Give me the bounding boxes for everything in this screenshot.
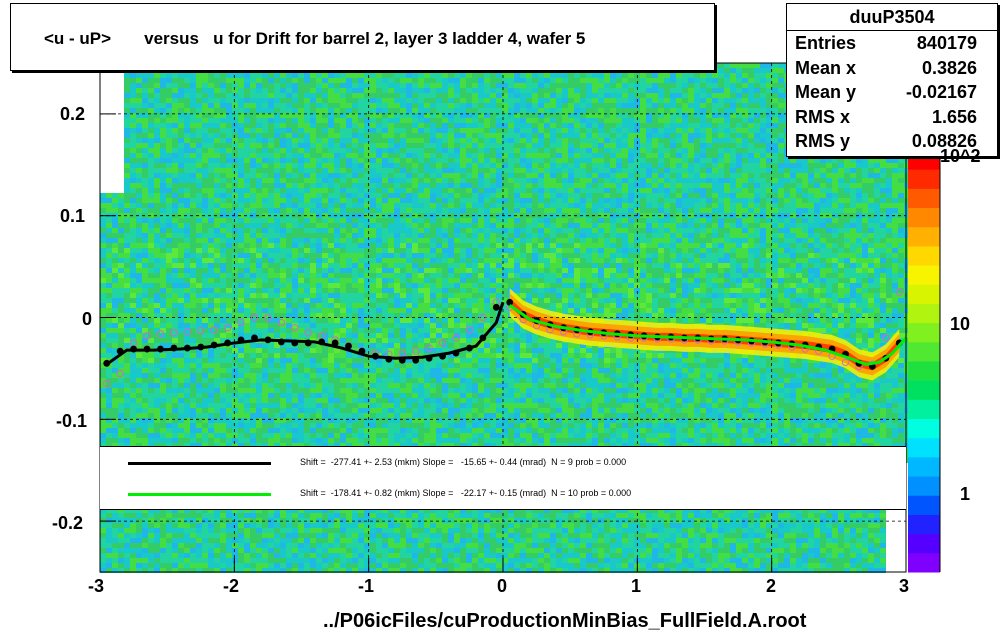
colorbar-segment: [908, 303, 940, 324]
colorbar-tick-label: 1: [960, 484, 971, 504]
y-tick-label: 0.2: [60, 104, 86, 124]
fit-legend-line-black: [128, 462, 271, 465]
open-marker: [116, 369, 124, 378]
open-marker: [438, 339, 447, 347]
stats-name: duuP3504: [787, 4, 997, 31]
colorbar-segment: [908, 514, 940, 535]
open-marker: [841, 358, 850, 366]
fit-line-green: [508, 304, 908, 366]
open-marker: [210, 326, 218, 334]
colorbar-segment: [908, 456, 940, 477]
open-marker: [237, 318, 245, 327]
stats-label: RMS x: [795, 106, 851, 127]
x-tick-label: 3: [899, 576, 910, 596]
fit-line-black: [105, 301, 505, 366]
stats-row-rms-x: RMS x 1.656: [787, 105, 997, 130]
x-tick-label: -1: [358, 576, 375, 596]
colorbar-segment: [908, 207, 940, 228]
y-tick-label: -0.2: [52, 513, 84, 533]
colorbar-segment: [908, 437, 940, 458]
open-marker: [143, 332, 151, 340]
fit-legend: Shift = -277.41 +- 2.53 (mkm) Slope = -1…: [100, 446, 906, 510]
open-marker: [398, 349, 406, 357]
colorbar-segment: [908, 226, 940, 247]
colorbar-segment: [908, 341, 940, 362]
colorbar-segment: [908, 552, 940, 573]
stats-value: 0.08826: [911, 131, 977, 152]
stats-label: RMS y: [795, 131, 851, 152]
stats-label: Mean x: [795, 57, 857, 78]
stats-value: 1.656: [931, 106, 977, 127]
y-tick-label: 0.1: [60, 206, 86, 226]
open-marker: [170, 329, 178, 337]
profile-marker: [506, 298, 514, 306]
stats-label: Mean y: [795, 82, 857, 103]
title-box: <u - uP> versus u for Drift for barrel 2…: [10, 3, 715, 71]
colorbar-segment: [908, 418, 940, 439]
open-marker: [277, 318, 286, 327]
colorbar-segment: [908, 265, 940, 285]
colorbar-segment: [908, 476, 940, 496]
profile-marker: [345, 342, 352, 350]
colorbar-segment: [908, 245, 940, 266]
colorbar-tick-label: 10: [950, 314, 971, 334]
stats-row-mean-x: Mean x 0.3826: [787, 56, 997, 81]
open-marker: [425, 344, 433, 352]
colorbar-segment: [908, 322, 940, 343]
colorbar-segment: [908, 284, 940, 304]
open-marker: [183, 328, 192, 336]
fit-legend-line-green: [128, 493, 271, 496]
stats-row-entries: Entries 840179: [787, 31, 997, 56]
colorbar-segment: [908, 495, 940, 515]
fit-legend-text: Shift = -277.41 +- 2.53 (mkm) Slope = -1…: [300, 457, 627, 467]
stats-value: 840179: [916, 33, 977, 53]
open-marker: [411, 347, 420, 355]
stats-row-rms-y: RMS y 0.08826: [787, 129, 997, 154]
open-marker: [479, 313, 487, 322]
open-marker: [250, 313, 259, 322]
colorbar-segment: [908, 169, 940, 189]
open-marker: [465, 326, 474, 334]
open-marker: [291, 323, 299, 332]
x-tick-label: 2: [766, 576, 777, 596]
x-tick-label: 1: [631, 576, 642, 596]
open-marker: [452, 334, 460, 342]
x-tick-label: 0: [497, 576, 508, 596]
colorbar-segment: [908, 533, 940, 554]
colorbar-segment: [908, 380, 940, 400]
x-axis-title: ../P06icFiles/cuProductionMinBias_FullFi…: [323, 610, 807, 632]
stats-row-mean-y: Mean y -0.02167: [787, 80, 997, 105]
open-marker: [197, 327, 205, 335]
colorbar-tick-label: 10^2: [940, 146, 981, 166]
heatmap-band: [509, 293, 900, 376]
stats-value: -0.02167: [905, 82, 977, 103]
stats-box: duuP3504 Entries 840179 Mean x 0.3826 Me…: [786, 3, 998, 157]
open-marker: [103, 379, 111, 388]
y-tick-label: -0.1: [56, 411, 88, 431]
x-tick-label: -2: [223, 576, 240, 596]
colorbar-segment: [908, 399, 940, 420]
fit-legend-text: Shift = -178.41 +- 0.82 (mkm) Slope = -2…: [300, 488, 632, 498]
y-tick-label: 0: [82, 309, 93, 329]
open-marker: [895, 288, 903, 296]
open-marker: [156, 330, 165, 338]
colorbar-segment: [908, 188, 940, 209]
stats-label: Entries: [795, 33, 857, 53]
open-marker: [264, 313, 272, 322]
plot-title: <u - uP> versus u for Drift for barrel 2…: [44, 29, 586, 48]
open-marker: [223, 323, 232, 332]
colorbar-segment: [908, 361, 940, 381]
x-tick-label: -3: [88, 576, 105, 596]
open-marker: [304, 329, 312, 337]
stats-value: 0.3826: [921, 57, 977, 78]
open-marker: [882, 334, 890, 342]
profile-marker: [492, 303, 500, 311]
